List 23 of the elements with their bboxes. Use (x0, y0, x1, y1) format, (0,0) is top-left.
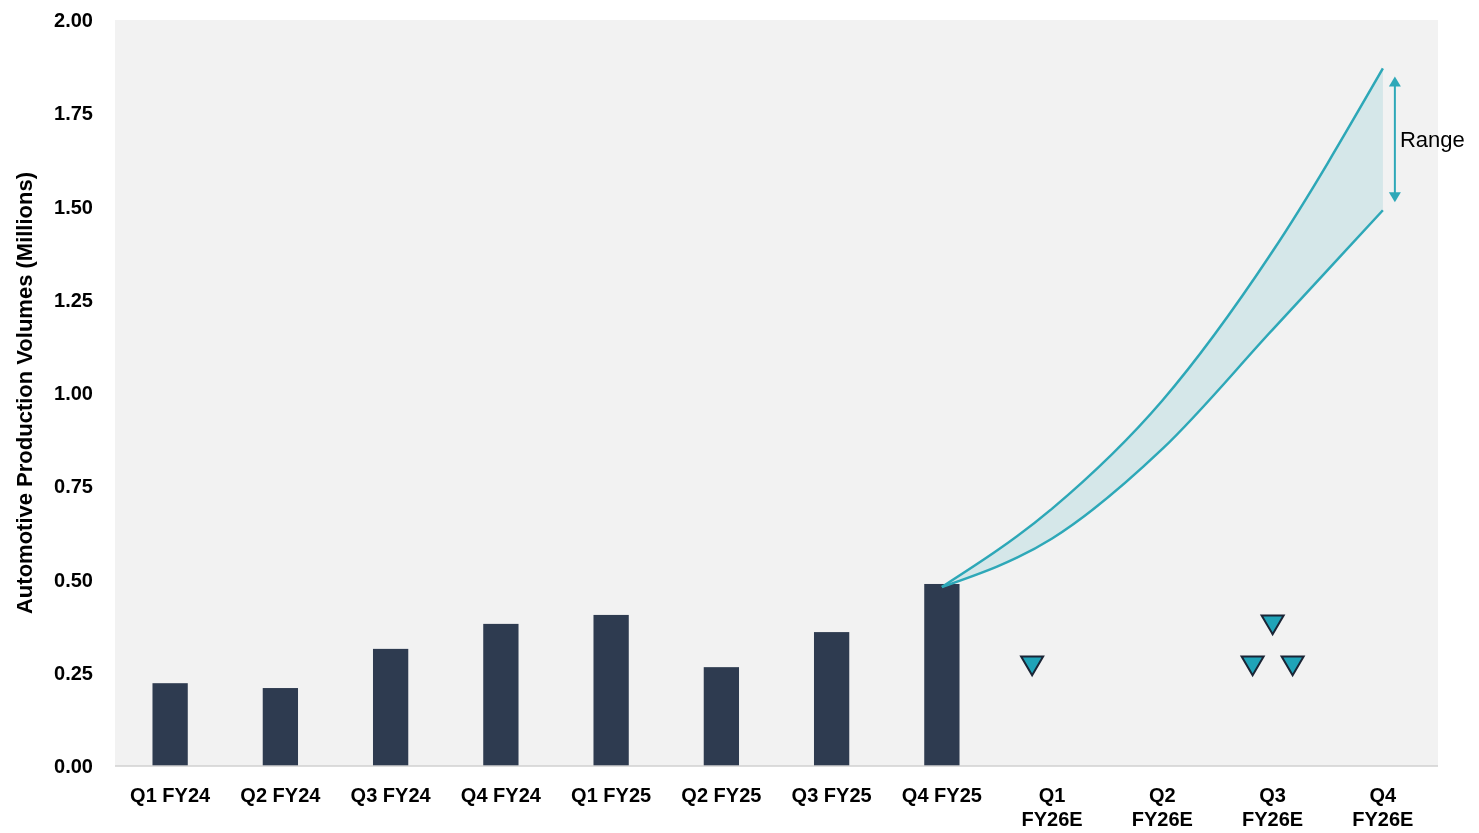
x-tick-label: Q1 FY25 (571, 784, 652, 806)
y-axis-title: Automotive Production Volumes (Millions) (12, 171, 37, 615)
y-tick-label: 1.50 (54, 195, 93, 218)
y-tick-label: 2.00 (54, 9, 93, 31)
x-tick-label: Q2 FY24 (240, 784, 322, 806)
y-tick-label: 0.00 (54, 755, 93, 777)
x-tick-label: Q3 FY25 (791, 784, 872, 806)
x-tick-label: Q2 FY26E (1131, 784, 1193, 830)
y-tick-label: 1.25 (54, 288, 93, 311)
x-tick-label: Q3 FY24 (350, 784, 432, 806)
x-tick-label: Q4 FY25 (901, 784, 982, 806)
x-tick-label: Q4 FY26E (1352, 784, 1414, 830)
y-tick-label: 1.75 (54, 102, 93, 125)
y-tick-label: 1.00 (54, 382, 93, 404)
x-tick-label: Q1 FY26E (1021, 784, 1083, 830)
y-tick-label: 0.50 (54, 568, 93, 591)
annotation: Range (1399, 127, 1465, 153)
y-tick-label: 0.25 (54, 661, 93, 684)
x-tick-label: Q4 FY24 (460, 784, 542, 806)
x-tick-label: Q1 FY24 (130, 784, 212, 806)
x-tick-label: Q2 FY25 (681, 784, 762, 806)
y-tick-label: 0.75 (54, 475, 93, 498)
x-tick-label: Q3 FY26E (1242, 784, 1304, 830)
